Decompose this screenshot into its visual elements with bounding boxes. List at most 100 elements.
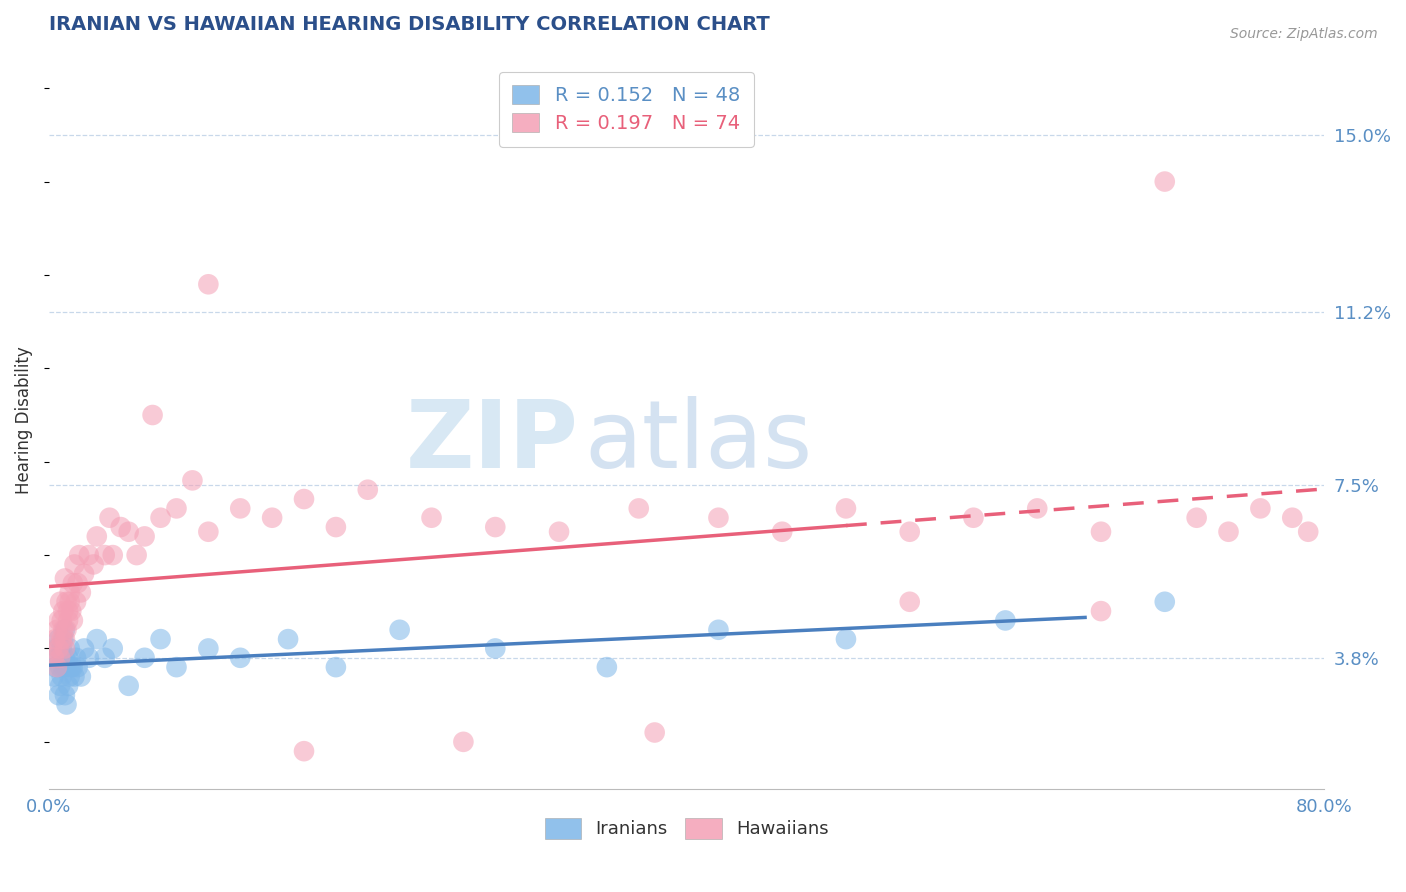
Point <box>63 558 86 572</box>
Point <box>48 641 70 656</box>
Point <box>53 641 76 656</box>
Point <box>59 585 82 599</box>
Point <box>627 501 650 516</box>
Point <box>1090 604 1112 618</box>
Point <box>101 641 124 656</box>
Point <box>66 660 89 674</box>
Point <box>149 632 172 647</box>
Point <box>229 650 252 665</box>
Point <box>1026 501 1049 516</box>
Point <box>898 524 921 539</box>
Point <box>52 660 75 674</box>
Point <box>166 660 188 674</box>
Point <box>1296 524 1319 539</box>
Point <box>70 585 93 599</box>
Point <box>52 604 75 618</box>
Point <box>118 524 141 539</box>
Point <box>45 623 67 637</box>
Point <box>325 520 347 534</box>
Point <box>45 650 67 665</box>
Point <box>1218 524 1240 539</box>
Point <box>56 614 79 628</box>
Point <box>94 548 117 562</box>
Point <box>484 641 506 656</box>
Point <box>44 632 66 647</box>
Point <box>118 679 141 693</box>
Point <box>45 641 67 656</box>
Point <box>51 650 73 665</box>
Point <box>770 524 793 539</box>
Point <box>49 595 72 609</box>
Text: Source: ZipAtlas.com: Source: ZipAtlas.com <box>1230 27 1378 41</box>
Point <box>48 632 70 647</box>
Point <box>59 669 82 683</box>
Point <box>1281 510 1303 524</box>
Legend: Iranians, Hawaiians: Iranians, Hawaiians <box>537 811 835 846</box>
Point <box>41 641 63 656</box>
Point <box>453 735 475 749</box>
Point <box>48 688 70 702</box>
Point <box>55 623 77 637</box>
Point <box>59 641 82 656</box>
Point <box>52 632 75 647</box>
Point <box>1090 524 1112 539</box>
Point <box>110 520 132 534</box>
Point <box>65 595 87 609</box>
Point <box>53 623 76 637</box>
Point <box>55 698 77 712</box>
Point <box>51 641 73 656</box>
Point <box>42 669 65 683</box>
Point <box>53 688 76 702</box>
Point <box>197 524 219 539</box>
Point <box>134 650 156 665</box>
Point <box>51 669 73 683</box>
Point <box>56 679 79 693</box>
Point <box>70 669 93 683</box>
Point <box>44 660 66 674</box>
Point <box>1153 175 1175 189</box>
Point <box>1153 595 1175 609</box>
Point <box>962 510 984 524</box>
Point <box>59 595 82 609</box>
Point <box>134 529 156 543</box>
Point <box>292 744 315 758</box>
Point <box>898 595 921 609</box>
Point <box>51 614 73 628</box>
Point <box>66 576 89 591</box>
Point <box>94 650 117 665</box>
Point <box>484 520 506 534</box>
Point <box>60 604 83 618</box>
Point <box>62 660 84 674</box>
Point <box>142 408 165 422</box>
Point <box>42 650 65 665</box>
Point <box>53 632 76 647</box>
Point <box>388 623 411 637</box>
Point <box>45 660 67 674</box>
Point <box>166 501 188 516</box>
Point <box>62 614 84 628</box>
Point <box>596 660 619 674</box>
Point <box>98 510 121 524</box>
Point <box>51 632 73 647</box>
Point <box>62 576 84 591</box>
Y-axis label: Hearing Disability: Hearing Disability <box>15 346 32 493</box>
Point <box>1185 510 1208 524</box>
Point <box>277 632 299 647</box>
Point <box>53 650 76 665</box>
Point <box>229 501 252 516</box>
Point <box>77 650 100 665</box>
Point <box>56 650 79 665</box>
Point <box>707 510 730 524</box>
Text: ZIP: ZIP <box>405 396 578 488</box>
Point <box>262 510 284 524</box>
Point <box>83 558 105 572</box>
Point <box>197 641 219 656</box>
Point <box>86 632 108 647</box>
Point <box>357 483 380 497</box>
Point <box>149 510 172 524</box>
Point <box>73 641 96 656</box>
Point <box>835 501 858 516</box>
Point <box>125 548 148 562</box>
Point <box>325 660 347 674</box>
Point <box>65 650 87 665</box>
